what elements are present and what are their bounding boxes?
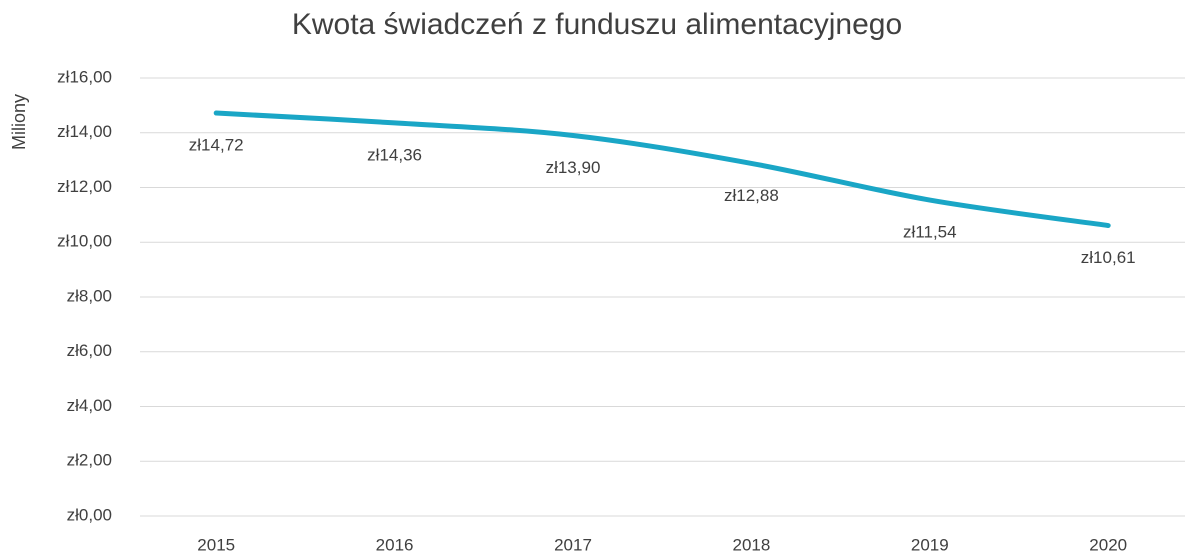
data-label: zł10,61 xyxy=(1081,248,1136,267)
x-tick-label: 2015 xyxy=(197,535,235,554)
y-tick-label: zł0,00 xyxy=(67,505,112,524)
data-label: zł11,54 xyxy=(903,223,957,242)
y-axis-label: Miliony xyxy=(9,94,29,150)
x-tick-label: 2016 xyxy=(376,535,414,554)
y-tick-label: zł12,00 xyxy=(57,177,112,196)
y-tick-label: zł16,00 xyxy=(57,67,112,86)
y-tick-label: zł8,00 xyxy=(67,286,112,305)
y-tick-label: zł2,00 xyxy=(67,451,112,470)
y-tick-label: zł14,00 xyxy=(57,122,112,141)
line xyxy=(213,110,1111,229)
y-tick-label: zł10,00 xyxy=(57,232,112,251)
data-label: zł14,72 xyxy=(189,136,244,155)
x-tick-label: 2018 xyxy=(732,535,770,554)
y-tick-label: zł6,00 xyxy=(67,341,112,360)
x-tick-label: 2017 xyxy=(554,535,592,554)
x-tick-label: 2019 xyxy=(911,535,949,554)
data-label: zł13,90 xyxy=(546,158,601,177)
data-label: zł14,36 xyxy=(367,145,422,164)
chart-title: Kwota świadczeń z funduszu alimentacyjne… xyxy=(292,8,902,41)
x-tick-label: 2020 xyxy=(1089,535,1127,554)
y-tick-label: zł4,00 xyxy=(67,396,112,415)
data-label: zł12,88 xyxy=(724,186,779,205)
